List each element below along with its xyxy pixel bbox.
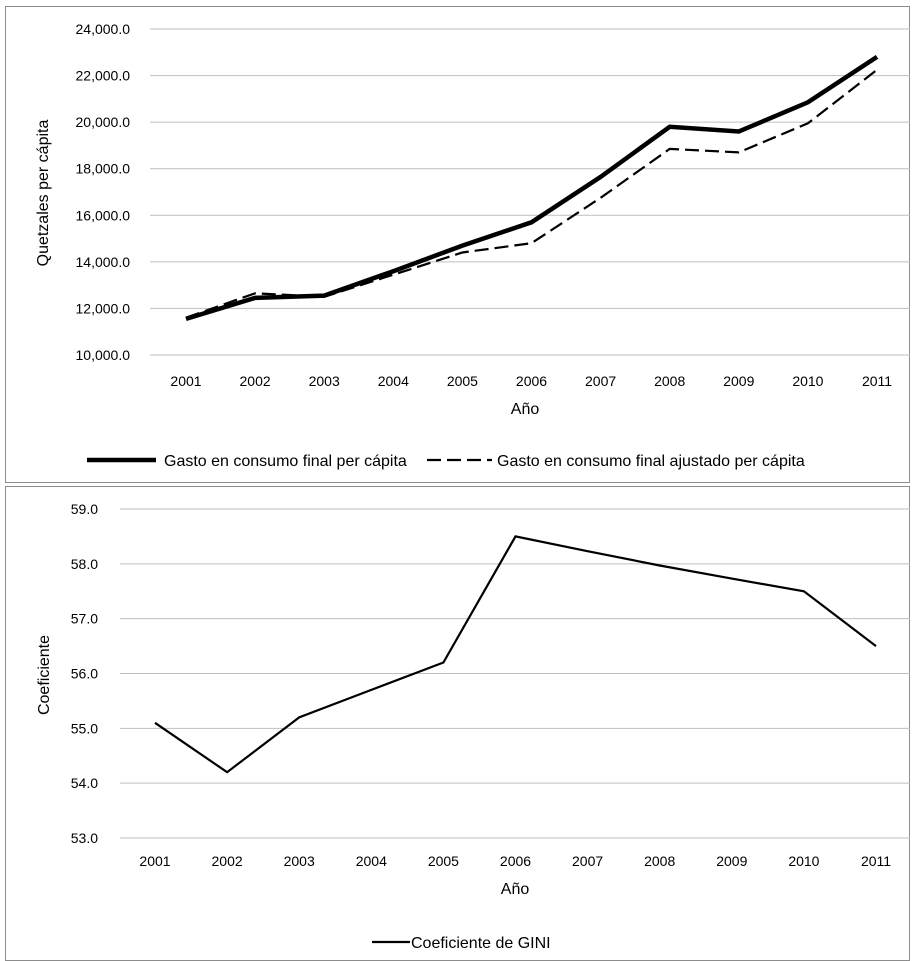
gini-chart-frame xyxy=(5,486,910,961)
legend-label-0: Gasto en consumo final per cápita xyxy=(164,453,407,470)
x-tick-label: 2008 xyxy=(644,853,675,869)
y-tick-label: 54.0 xyxy=(71,775,98,791)
series-line-0 xyxy=(154,535,877,774)
x-tick-label: 2003 xyxy=(309,373,340,389)
y-tick-label: 24,000.0 xyxy=(76,21,131,37)
y-tick-label: 22,000.0 xyxy=(76,68,131,84)
y-tick-label: 59.0 xyxy=(71,501,98,517)
y-tick-label: 53.0 xyxy=(71,830,98,846)
x-tick-label: 2004 xyxy=(378,373,409,389)
x-tick-label: 2011 xyxy=(862,373,892,389)
x-tick-label: 2006 xyxy=(516,373,547,389)
y-tick-label: 18,000.0 xyxy=(76,161,131,177)
gini-xlabel: Año xyxy=(501,881,530,898)
x-tick-label: 2004 xyxy=(356,853,387,869)
x-tick-label: 2010 xyxy=(788,853,819,869)
x-tick-label: 2005 xyxy=(447,373,478,389)
consumption-chart-frame xyxy=(5,6,910,483)
x-tick-label: 2003 xyxy=(284,853,315,869)
x-tick-label: 2009 xyxy=(716,853,747,869)
x-tick-label: 2007 xyxy=(572,853,603,869)
consumption-ylabel: Quetzales per cápita xyxy=(35,120,52,267)
gini-ylabel: Coeficiente xyxy=(36,635,53,715)
consumption-xlabel: Año xyxy=(511,401,540,418)
x-tick-label: 2006 xyxy=(500,853,531,869)
y-tick-label: 55.0 xyxy=(71,720,98,736)
x-tick-label: 2009 xyxy=(723,373,754,389)
x-tick-label: 2011 xyxy=(861,853,891,869)
x-tick-label: 2007 xyxy=(585,373,616,389)
gini-chart: 53.0 54.0 55.0 56.0 57.0 58.0 59.0 2001 2002 200… xyxy=(5,486,910,961)
x-tick-label: 2001 xyxy=(170,373,201,389)
x-tick-label: 2002 xyxy=(240,373,271,389)
y-tick-label: 14,000.0 xyxy=(76,254,131,270)
series-line-1 xyxy=(185,68,878,319)
x-tick-label: 2008 xyxy=(654,373,685,389)
x-tick-label: 2005 xyxy=(428,853,459,869)
legend-label-1: Gasto en consumo final ajustado per cápi… xyxy=(497,453,805,470)
y-tick-label: 10,000.0 xyxy=(76,347,131,363)
x-tick-label: 2010 xyxy=(792,373,823,389)
y-tick-label: 12,000.0 xyxy=(76,300,131,316)
y-tick-label: 58.0 xyxy=(71,556,98,572)
legend-label-0: Coeficiente de GINI xyxy=(411,935,551,952)
y-tick-label: 20,000.0 xyxy=(76,114,131,130)
y-tick-label: 16,000.0 xyxy=(76,207,131,223)
y-tick-label: 56.0 xyxy=(71,666,98,682)
x-tick-label: 2002 xyxy=(212,853,243,869)
x-tick-label: 2001 xyxy=(139,853,170,869)
consumption-chart: 10,000.0 12,000.0 14,000.0 16,000.0 18,000.0… xyxy=(5,6,910,483)
y-tick-label: 57.0 xyxy=(71,611,98,627)
series-line-0 xyxy=(185,55,879,322)
